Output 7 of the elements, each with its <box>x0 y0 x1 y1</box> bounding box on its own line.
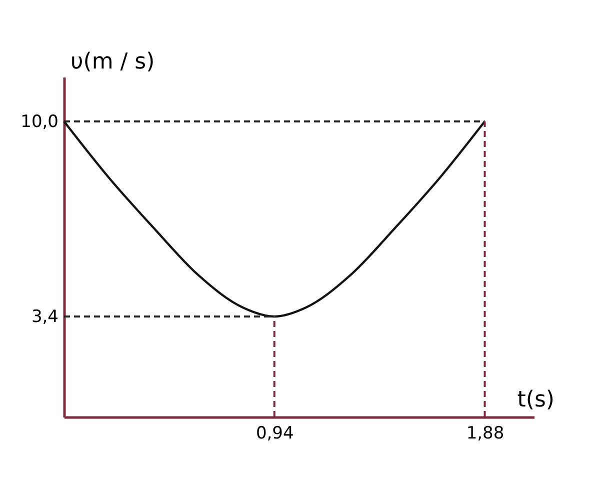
x-tick-label: 0,94 <box>256 424 294 444</box>
y-tick-label: 3,4 <box>31 306 58 327</box>
y-tick-label: 10,0 <box>20 112 58 132</box>
y-axis-title: υ(m / s) <box>70 50 155 74</box>
x-axis-title: t(s) <box>517 388 554 412</box>
line-series <box>62 120 486 318</box>
x-tick-label: 1,88 <box>466 424 504 444</box>
